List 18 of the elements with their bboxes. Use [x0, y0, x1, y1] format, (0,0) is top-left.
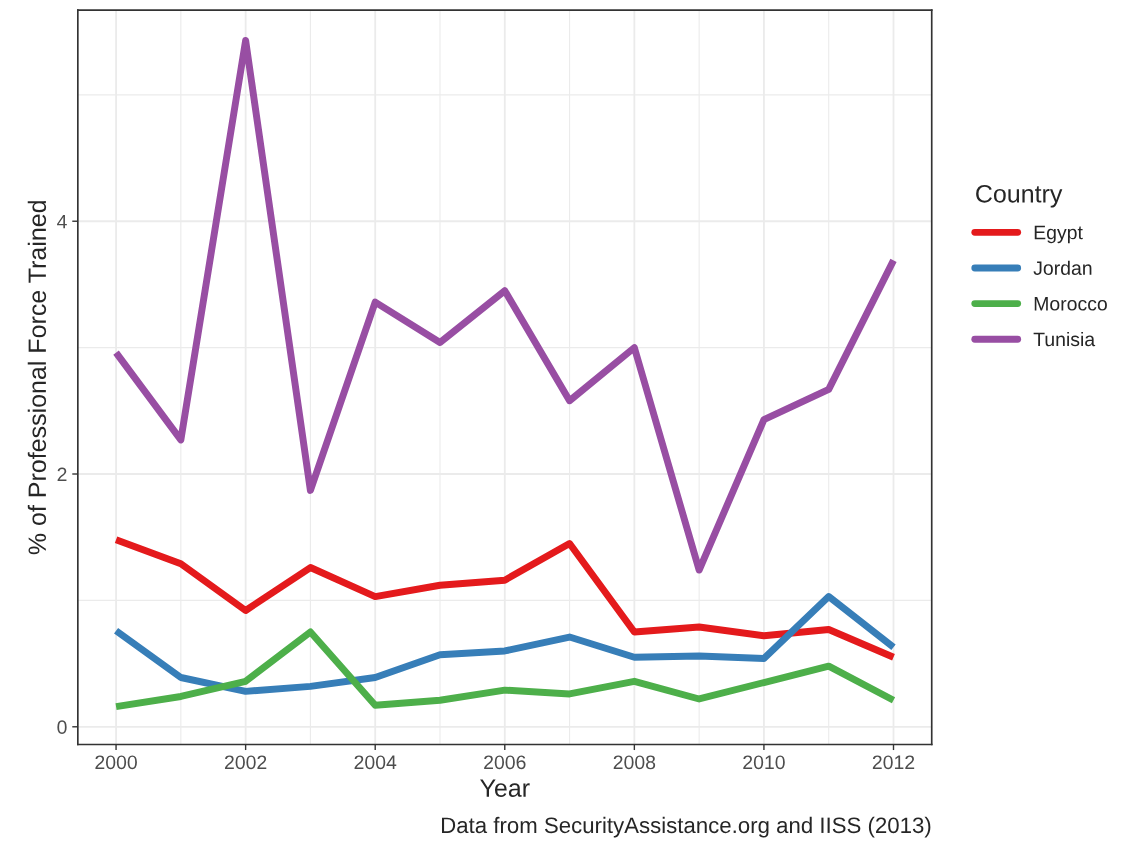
y-tick-label: 2 — [57, 467, 67, 482]
legend-label: Jordan — [1033, 260, 1092, 275]
x-tick-label: 2000 — [95, 755, 137, 770]
x-tick-label: 2008 — [613, 755, 656, 770]
x-tick-label: 2004 — [354, 755, 397, 770]
x-tick-label: 2010 — [743, 755, 785, 770]
legend-title: Country — [976, 184, 1063, 208]
y-axis-title: % of Professional Force Trained — [27, 201, 47, 555]
x-tick-label: 2012 — [872, 755, 915, 770]
legend-label: Egypt — [1034, 225, 1083, 244]
x-tick-label: 2002 — [224, 755, 267, 770]
legend-label: Morocco — [1034, 297, 1107, 311]
legend-label: Tunisia — [1033, 331, 1096, 347]
text: Data from SecurityAssistance.org and IISS (2013) — [442, 816, 931, 838]
x-tick-label: 2006 — [484, 755, 526, 770]
y-tick-label: 0 — [57, 720, 67, 735]
y-tick-label: 4 — [57, 214, 67, 229]
x-axis-title: Year — [480, 779, 530, 797]
